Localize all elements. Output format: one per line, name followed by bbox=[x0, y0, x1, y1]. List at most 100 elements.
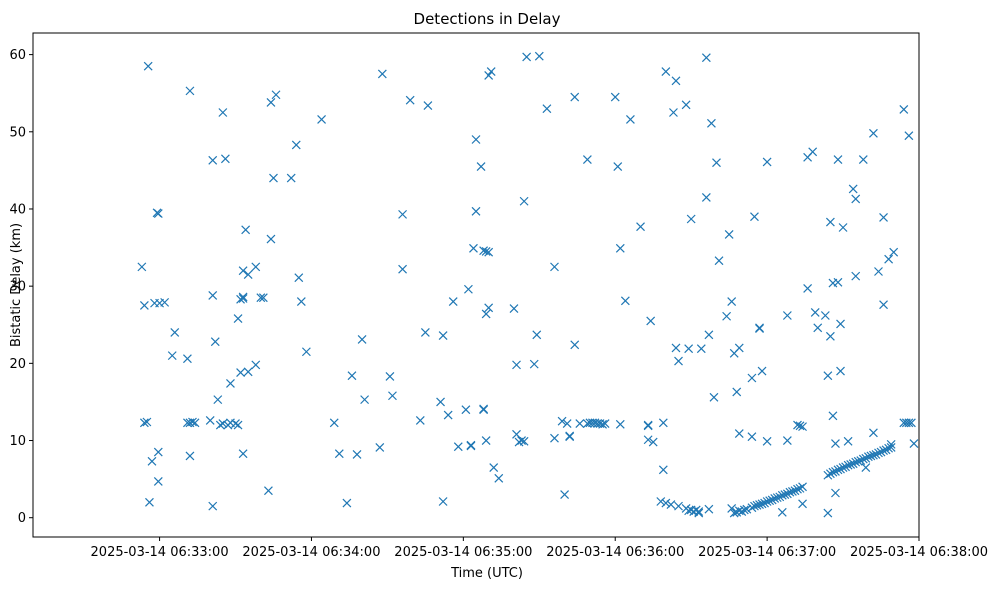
data-point bbox=[750, 501, 759, 511]
data-point bbox=[215, 420, 225, 430]
data-point bbox=[296, 297, 306, 307]
data-point bbox=[238, 449, 248, 459]
data-point bbox=[266, 98, 276, 107]
data-point bbox=[777, 490, 787, 500]
y-tick-label: 30 bbox=[9, 280, 26, 295]
data-point bbox=[752, 500, 762, 510]
data-point bbox=[598, 419, 607, 429]
data-point bbox=[831, 488, 840, 498]
data-point bbox=[471, 135, 481, 144]
data-point bbox=[727, 504, 737, 513]
data-point bbox=[233, 314, 243, 323]
x-tick-label: 2025-03-14 06:34:00 bbox=[242, 545, 380, 560]
data-point bbox=[615, 243, 625, 253]
data-point bbox=[658, 465, 668, 475]
data-point bbox=[481, 309, 491, 319]
data-point bbox=[142, 417, 152, 427]
data-point bbox=[879, 300, 888, 310]
data-point bbox=[881, 445, 891, 455]
data-point bbox=[858, 454, 868, 464]
data-point bbox=[869, 428, 878, 438]
data-point bbox=[258, 293, 268, 303]
data-point bbox=[722, 311, 732, 321]
data-point bbox=[613, 162, 623, 171]
data-point bbox=[188, 417, 197, 427]
data-point bbox=[765, 496, 775, 506]
data-point bbox=[686, 214, 696, 224]
data-point bbox=[208, 290, 218, 300]
data-point bbox=[879, 446, 888, 455]
data-point bbox=[770, 493, 780, 503]
data-point bbox=[317, 115, 327, 124]
data-point bbox=[615, 419, 625, 429]
data-point bbox=[724, 230, 734, 239]
data-point bbox=[167, 351, 177, 361]
data-point bbox=[479, 246, 489, 256]
data-point bbox=[145, 497, 154, 507]
x-axis-ticks: 2025-03-14 06:33:00 2025-03-14 06:34:00 20… bbox=[91, 537, 988, 560]
data-point bbox=[182, 354, 192, 364]
data-point bbox=[790, 486, 800, 496]
data-point bbox=[884, 254, 894, 264]
data-point bbox=[795, 421, 805, 431]
data-point bbox=[788, 487, 797, 496]
data-point bbox=[646, 316, 656, 326]
data-point bbox=[861, 453, 871, 463]
data-point bbox=[334, 449, 344, 459]
data-point bbox=[352, 449, 362, 459]
data-point bbox=[747, 503, 757, 513]
data-point bbox=[643, 435, 653, 445]
data-point bbox=[466, 441, 476, 451]
data-point bbox=[777, 507, 787, 517]
data-point bbox=[263, 486, 273, 496]
data-point bbox=[532, 330, 542, 340]
data-point bbox=[291, 140, 301, 150]
data-point bbox=[236, 368, 246, 378]
data-point bbox=[879, 213, 888, 222]
data-point bbox=[808, 147, 818, 157]
data-point bbox=[851, 457, 861, 467]
data-point bbox=[843, 460, 853, 470]
data-point bbox=[143, 61, 153, 71]
data-point bbox=[712, 158, 721, 168]
plot-area-frame bbox=[32, 32, 920, 538]
data-point bbox=[782, 436, 792, 445]
data-point bbox=[375, 443, 385, 452]
data-point bbox=[823, 470, 833, 480]
data-point bbox=[674, 501, 683, 511]
data-point bbox=[906, 418, 916, 428]
data-point bbox=[489, 463, 499, 472]
data-point bbox=[904, 131, 914, 141]
data-point bbox=[782, 489, 792, 499]
data-point bbox=[666, 500, 676, 510]
data-point bbox=[866, 451, 876, 461]
data-point bbox=[463, 284, 473, 294]
y-tick-label: 10 bbox=[9, 434, 26, 449]
data-point bbox=[747, 373, 757, 383]
data-point bbox=[610, 92, 620, 102]
data-point bbox=[251, 360, 261, 370]
data-point bbox=[238, 292, 248, 302]
data-point bbox=[831, 439, 840, 449]
x-tick-label: 2025-03-14 06:38:00 bbox=[850, 545, 988, 560]
data-point bbox=[550, 433, 559, 443]
data-point bbox=[838, 463, 848, 472]
data-point bbox=[481, 247, 491, 256]
data-point bbox=[420, 328, 430, 337]
data-point bbox=[218, 108, 228, 117]
data-point bbox=[851, 194, 861, 204]
data-point bbox=[218, 419, 228, 428]
data-point bbox=[534, 51, 544, 61]
data-point bbox=[836, 319, 845, 329]
data-point bbox=[904, 418, 914, 428]
data-point bbox=[831, 466, 840, 476]
data-point bbox=[160, 297, 170, 307]
data-point bbox=[856, 456, 866, 466]
data-point bbox=[727, 297, 737, 307]
data-point bbox=[342, 498, 352, 508]
data-point bbox=[519, 196, 529, 206]
data-point bbox=[884, 443, 894, 453]
data-point bbox=[494, 473, 504, 483]
data-point bbox=[443, 410, 453, 420]
data-point bbox=[233, 420, 243, 430]
